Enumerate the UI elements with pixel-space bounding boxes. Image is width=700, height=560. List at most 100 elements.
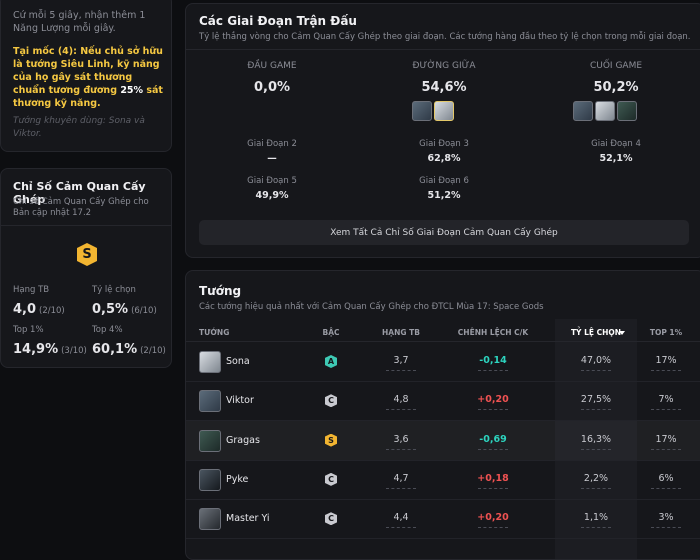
avg-place: 3,6 bbox=[393, 433, 409, 445]
stage-value: 62,8% bbox=[427, 153, 461, 164]
value-underline bbox=[386, 370, 416, 371]
delta: -0,69 bbox=[479, 433, 507, 445]
phase-label: CUỐI GAME bbox=[589, 61, 643, 71]
stat-label: Hạng TB bbox=[13, 285, 50, 295]
stage-label: Giai Đoạn 3 bbox=[419, 139, 469, 149]
champion-row[interactable] bbox=[186, 499, 700, 540]
divider bbox=[186, 49, 700, 50]
stat-rank: (3/10) bbox=[61, 346, 87, 356]
champion-icon bbox=[199, 508, 221, 531]
column-header[interactable]: CHÊNH LỆCH C/K bbox=[457, 328, 529, 337]
champion-icon bbox=[199, 468, 221, 491]
champion-row[interactable] bbox=[186, 460, 700, 500]
divider bbox=[186, 341, 700, 342]
column-header[interactable]: HẠNG TB bbox=[382, 328, 420, 337]
stat-rank: (6/10) bbox=[131, 306, 157, 316]
champion-row[interactable] bbox=[186, 381, 700, 422]
value-underline bbox=[478, 487, 508, 489]
champion-icon bbox=[617, 101, 637, 121]
stat-value: 14,9% bbox=[13, 342, 59, 357]
column-header: TƯỚNG bbox=[199, 328, 230, 337]
phase-value: 54,6% bbox=[421, 80, 467, 95]
tier-badge: A bbox=[325, 355, 337, 368]
champion-icon bbox=[573, 101, 593, 121]
value-underline bbox=[581, 448, 611, 450]
stage-value: 52,1% bbox=[599, 153, 633, 164]
stage-value: — bbox=[267, 153, 277, 164]
phase-value: 50,2% bbox=[593, 80, 639, 95]
pick-rate: 1,1% bbox=[583, 512, 609, 524]
avg-place: 4,7 bbox=[393, 472, 409, 484]
value-underline bbox=[651, 487, 681, 489]
stat-label: Top 4% bbox=[92, 325, 123, 335]
stat-rank: (2/10) bbox=[39, 306, 65, 316]
champion-name: Sona bbox=[226, 356, 250, 367]
stat-value-row: 0,5% (6/10) bbox=[92, 298, 157, 317]
top1: 17% bbox=[655, 433, 677, 445]
value-underline bbox=[581, 409, 611, 411]
stage-value: 49,9% bbox=[255, 190, 289, 201]
champion-icon bbox=[595, 101, 615, 121]
value-underline bbox=[478, 370, 508, 371]
value-underline bbox=[581, 370, 611, 371]
avg-place: 4,4 bbox=[393, 512, 409, 524]
avg-place: 4,8 bbox=[393, 394, 409, 406]
stat-value: 60,1% bbox=[92, 342, 138, 357]
champion-icon bbox=[412, 101, 432, 121]
delta: -0,14 bbox=[479, 355, 507, 366]
value-underline bbox=[478, 409, 508, 411]
value-underline bbox=[581, 527, 611, 529]
champion-row[interactable] bbox=[186, 420, 700, 461]
column-header[interactable]: TỶ LỆ CHỌN bbox=[570, 328, 622, 337]
column-header[interactable]: TOP 1% bbox=[649, 328, 683, 337]
column-header[interactable]: BẬC bbox=[322, 328, 340, 337]
milestone-text: Tại mốc (4): Nếu chủ sở hữu là tướng Siê… bbox=[13, 46, 163, 96]
milestone-highlight: 25% bbox=[120, 85, 144, 96]
champion-row[interactable] bbox=[186, 342, 700, 382]
sorted-column bbox=[555, 319, 637, 559]
phase-value: 0,0% bbox=[253, 80, 291, 95]
champion-icon bbox=[199, 429, 221, 452]
view-all-button[interactable]: Xem Tất Cả Chỉ Số Giai Đoạn Cảm Quan Cấy… bbox=[199, 220, 689, 245]
milestone: Tại mốc (4): Nếu chủ sở hữu là tướng Siê… bbox=[13, 45, 165, 110]
champions-subtitle: Các tướng hiệu quả nhất với Cảm Quan Cấy… bbox=[199, 302, 544, 312]
top1: 17% bbox=[655, 355, 677, 366]
value-underline bbox=[478, 527, 508, 529]
stat-value: 4,0 bbox=[13, 302, 37, 317]
phase-label: ĐẦU GAME bbox=[247, 61, 297, 71]
stages-subtitle: Tỷ lệ thắng vòng cho Cảm Quan Cấy Ghép t… bbox=[199, 32, 691, 42]
stats-subtitle: Chỉ số Cảm Quan Cấy Ghép cho Bản cập nhậ… bbox=[13, 197, 149, 218]
phase-icons bbox=[411, 101, 455, 125]
pick-rate: 27,5% bbox=[580, 394, 612, 406]
tier-badge: C bbox=[325, 394, 337, 408]
stage-label: Giai Đoạn 5 bbox=[247, 176, 297, 186]
delta: +0,18 bbox=[477, 472, 509, 484]
delta: +0,20 bbox=[477, 512, 509, 524]
stage-label: Giai Đoạn 4 bbox=[591, 139, 641, 149]
stats-title: Chỉ Số Cảm Quan Cấy Ghép bbox=[13, 180, 146, 206]
champion-name: Gragas bbox=[226, 434, 260, 446]
stat-value: 0,5% bbox=[92, 302, 129, 317]
pick-rate: 16,3% bbox=[580, 433, 612, 445]
stages-title: Các Giai Đoạn Trận Đấu bbox=[199, 14, 357, 28]
stats-card: Chỉ Số Cảm Quan Cấy Ghép Chỉ số Cảm Quan… bbox=[0, 168, 172, 368]
tier-badge: C bbox=[325, 472, 337, 486]
value-underline bbox=[651, 448, 681, 450]
pick-rate: 47,0% bbox=[580, 355, 612, 366]
value-underline bbox=[651, 409, 681, 411]
effect-card: Cứ mỗi 5 giây, nhận thêm 1 Năng Lượng mỗ… bbox=[0, 0, 172, 152]
stat-value-row: 14,9% (3/10) bbox=[13, 338, 87, 357]
delta: +0,20 bbox=[477, 394, 509, 406]
avg-place: 3,7 bbox=[393, 355, 409, 366]
tier-badge: C bbox=[325, 512, 337, 526]
top1: 6% bbox=[658, 472, 674, 484]
recommended: Tướng khuyên dùng: Sona và Viktor. bbox=[13, 116, 145, 139]
value-underline bbox=[386, 527, 416, 529]
stat-value-row: 4,0 (2/10) bbox=[13, 298, 65, 317]
stat-rank: (2/10) bbox=[140, 346, 166, 356]
pick-rate: 2,2% bbox=[583, 472, 609, 484]
champion-icon bbox=[434, 101, 454, 121]
champion-name: Viktor bbox=[226, 395, 254, 407]
